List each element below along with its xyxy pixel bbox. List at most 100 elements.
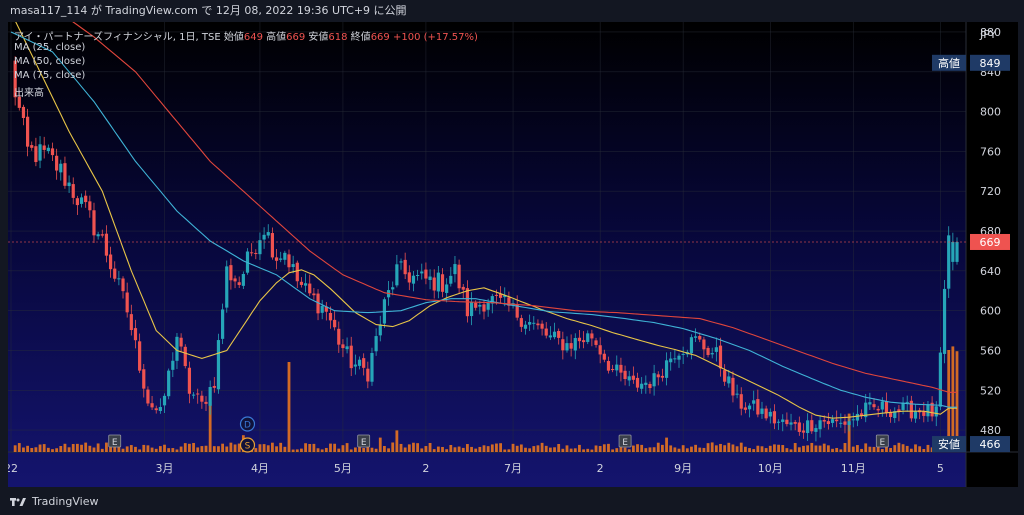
volume-bar-105 — [445, 449, 449, 452]
candle-body-118 — [498, 293, 503, 298]
brand-name: TradingView — [32, 495, 99, 508]
candle-body-19 — [88, 201, 92, 211]
volume-bar-117 — [495, 443, 498, 452]
candle-body-201 — [843, 421, 847, 425]
candle-body-185 — [776, 421, 781, 423]
volume-bar-228 — [955, 351, 959, 452]
volume-bar-220 — [922, 448, 926, 452]
candle-body-61 — [262, 234, 266, 240]
volume-bar-66 — [283, 446, 287, 452]
y-tick-label-4: 640 — [980, 265, 1001, 278]
candle-body-7 — [38, 144, 42, 161]
candle-body-167 — [702, 339, 706, 350]
volume-bar-43 — [188, 443, 191, 452]
candle-body-70 — [299, 281, 304, 285]
candle-body-106 — [449, 275, 453, 284]
legend-ohlc-value-3: 669 — [370, 32, 390, 43]
candle-body-95 — [403, 259, 407, 275]
volume-bar-151 — [636, 444, 639, 452]
volume-bar-5 — [30, 447, 34, 452]
earnings-marker-label-3: E — [361, 438, 367, 448]
volume-bar-15 — [71, 444, 75, 452]
volume-bar-82 — [349, 449, 353, 452]
volume-bar-106 — [449, 444, 453, 452]
volume-bar-169 — [710, 442, 714, 452]
candle-body-220 — [922, 411, 926, 416]
candle-body-28 — [125, 292, 129, 313]
volume-bar-112 — [474, 448, 478, 452]
candle-body-188 — [789, 422, 793, 425]
candle-body-12 — [59, 163, 63, 173]
marker-badge-value-1: 466 — [980, 438, 1001, 451]
volume-bar-214 — [897, 442, 901, 452]
candle-body-179 — [752, 400, 756, 404]
candle-body-198 — [830, 419, 835, 423]
candle-body-154 — [648, 384, 652, 389]
volume-bar-179 — [752, 449, 756, 452]
y-tick-label-2: 560 — [980, 344, 1001, 357]
candle-body-115 — [486, 302, 490, 310]
candle-body-125 — [528, 322, 532, 325]
candle-body-137 — [577, 337, 582, 342]
volume-bar-47 — [204, 445, 208, 452]
candle-body-226 — [947, 235, 951, 289]
candle-body-203 — [851, 419, 855, 421]
legend-ohlc-value-1: 669 — [286, 32, 306, 43]
volume-bar-155 — [652, 447, 656, 452]
marker-badge-label-bg-0 — [932, 54, 966, 71]
legend-ohlc-value-2: 618 — [328, 32, 348, 43]
volume-bar-203 — [851, 446, 855, 452]
volume-bar-100 — [424, 446, 428, 452]
candle-body-129 — [544, 328, 548, 336]
candle-body-207 — [868, 402, 872, 405]
candle-body-29 — [129, 314, 133, 331]
indicator-label-0: MA (25, close) — [14, 42, 86, 53]
volume-bar-4 — [26, 445, 29, 452]
volume-bar-153 — [644, 448, 648, 452]
volume-bar-17 — [80, 444, 83, 452]
candle-body-75 — [320, 305, 324, 313]
candle-body-205 — [859, 413, 864, 417]
volume-bar-3 — [22, 447, 25, 452]
candle-body-193 — [810, 420, 814, 432]
candle-body-164 — [689, 337, 694, 354]
candle-body-72 — [308, 283, 312, 294]
volume-bar-172 — [723, 445, 727, 452]
candle-body-50 — [216, 340, 221, 390]
dividend-marker-1 — [239, 416, 256, 432]
candle-body-200 — [839, 422, 843, 424]
candle-body-52 — [225, 266, 229, 308]
y-tick-label-7: 760 — [980, 145, 1001, 158]
volume-bar-42 — [183, 443, 187, 452]
x-tick-label-5: 7月 — [504, 462, 522, 475]
volume-bar-171 — [719, 443, 722, 452]
candle-body-46 — [200, 395, 204, 402]
volume-bar-40 — [175, 449, 179, 452]
volume-bar-67 — [287, 362, 291, 452]
volume-bar-196 — [822, 443, 826, 452]
candle-body-168 — [706, 347, 710, 355]
volume-bar-92 — [391, 442, 395, 452]
candle-body-140 — [590, 333, 594, 339]
candle-body-47 — [204, 401, 208, 404]
volume-bar-44 — [192, 442, 195, 452]
volume-bar-73 — [312, 443, 316, 452]
volume-bar-37 — [163, 444, 166, 452]
candle-body-42 — [183, 346, 187, 367]
volume-bar-121 — [511, 443, 515, 452]
volume-bar-162 — [681, 445, 685, 452]
candle-body-43 — [187, 367, 192, 394]
price-chart[interactable]: EDS E E E JPY480520560600640680720760800840… — [4, 0, 1018, 487]
volume-bar-198 — [831, 448, 834, 452]
volume-bar-6 — [34, 447, 38, 452]
time-axis[interactable]: 22 3月 4月 5月 2 7月 2 9月 10月 11月 5 — [4, 462, 944, 475]
candle-body-196 — [822, 419, 826, 422]
candle-body-152 — [640, 383, 644, 389]
earnings-marker-label-0: E — [112, 438, 118, 448]
candle-body-128 — [540, 323, 544, 329]
x-tick-label-9: 11月 — [841, 462, 866, 475]
candle-body-104 — [440, 274, 445, 292]
tradingview-logo[interactable]: TradingView — [10, 495, 98, 508]
